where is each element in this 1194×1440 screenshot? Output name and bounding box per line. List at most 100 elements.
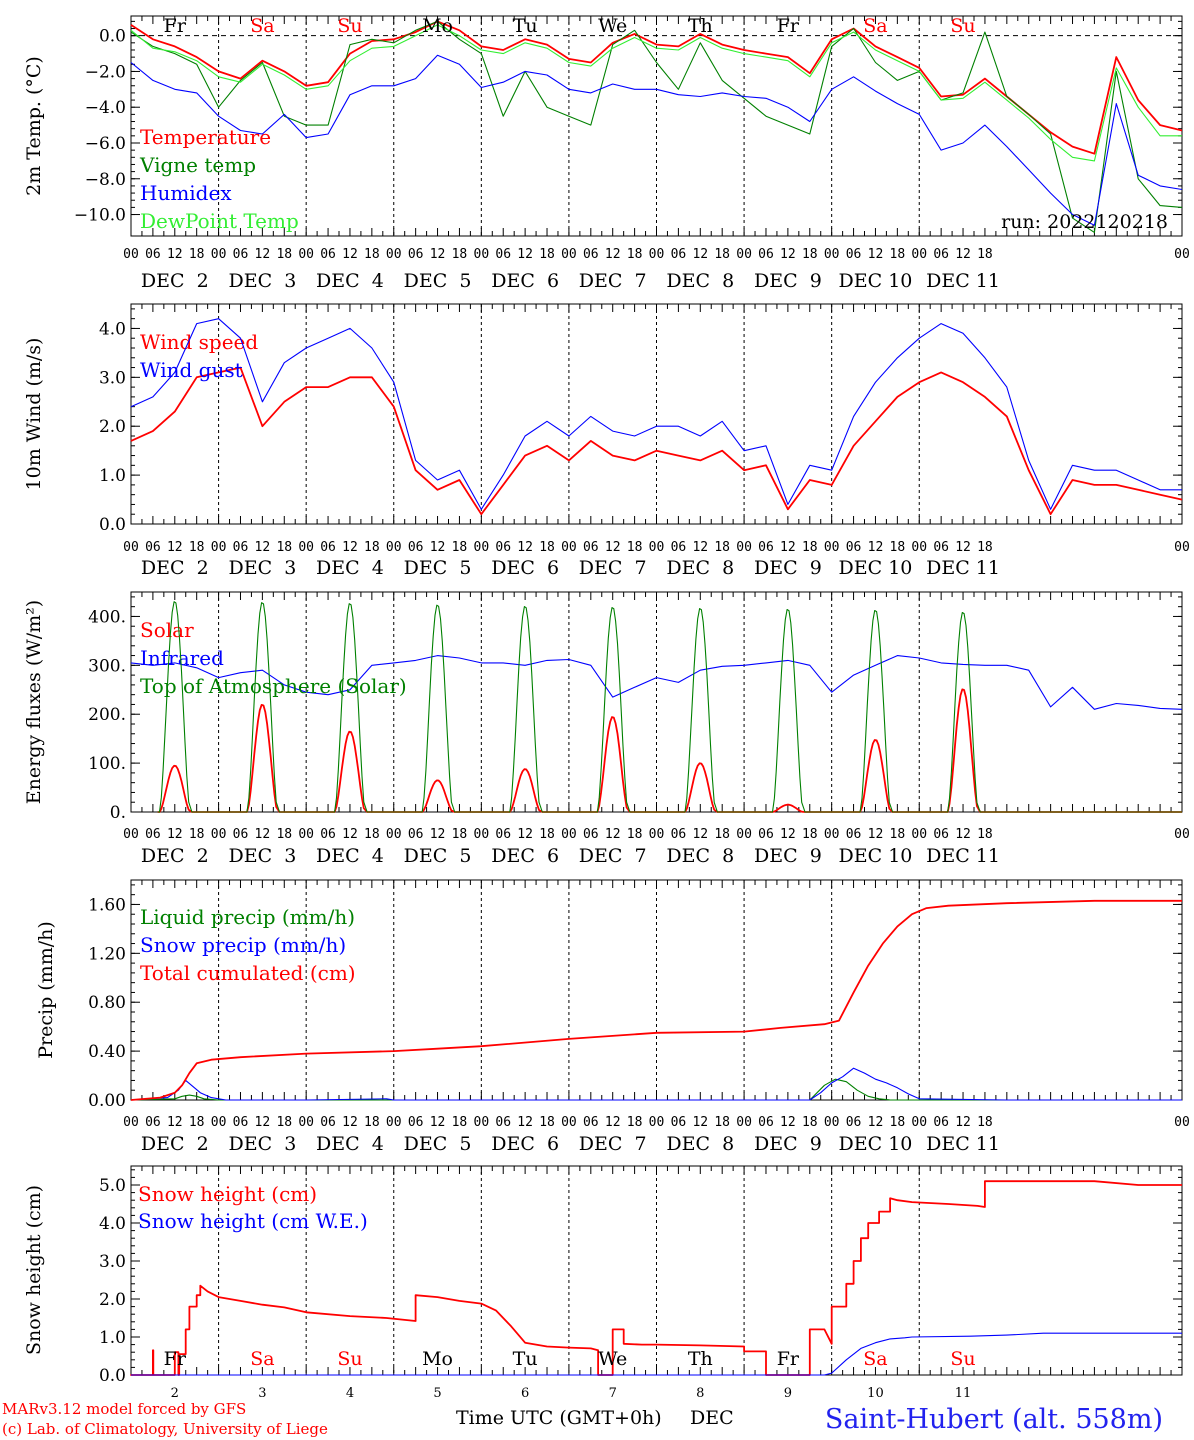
hour-tick-label: 06 [320, 540, 336, 555]
y-tick-label: 2.0 [99, 417, 126, 437]
hour-tick-label: 06 [846, 247, 862, 262]
legend-entry: Total cumulated (cm) [140, 961, 356, 985]
y-tick-label: −6.0 [85, 134, 126, 154]
y-tick-label: 0.80 [88, 993, 126, 1013]
hour-tick-label: 12 [955, 540, 971, 555]
hour-tick-label: 12 [517, 540, 533, 555]
legend-entry: Temperature [140, 125, 271, 149]
hour-tick-label: 00 [736, 827, 752, 842]
weekday-label: Th [688, 1348, 713, 1370]
panel-2: 0.0 1.0 2.0 3.0 4.0 10m Wind (m/s) 00 06 12 18 DEC… [23, 303, 1190, 579]
station-title: Saint-Hubert (alt. 558m) [825, 1404, 1163, 1435]
legend-entry: Wind speed [140, 330, 258, 354]
legend-entry: Vigne temp [139, 153, 256, 177]
hour-tick-label: 00 [649, 247, 665, 262]
hour-tick-label: 06 [495, 1115, 511, 1130]
hour-tick-label: 12 [430, 540, 446, 555]
day-label: DEC 4 [316, 270, 384, 292]
hour-tick-label: 12 [255, 827, 271, 842]
hour-tick-label: 12 [430, 247, 446, 262]
hour-tick-label: 12 [868, 540, 884, 555]
series-line-dewpoint-temp [130, 24, 1182, 162]
hour-tick-label: 18 [977, 1115, 993, 1130]
series-line-solar [157, 688, 1182, 813]
legend-entry: Wind gust [140, 358, 243, 382]
hour-tick-label: 06 [320, 827, 336, 842]
y-tick-label: 400. [88, 607, 126, 627]
hour-tick-label: 06 [495, 247, 511, 262]
hour-tick-label: 00 [474, 247, 490, 262]
hour-tick-label: 12 [955, 1115, 971, 1130]
hour-tick-label: 00 [298, 827, 314, 842]
day-number-label: 7 [609, 1386, 617, 1401]
hour-tick-label: 06 [233, 827, 249, 842]
weekday-label: Fr [777, 1348, 800, 1370]
series-line-snow-precip-mm-h- [130, 1067, 1182, 1101]
hour-tick-label: 06 [408, 1115, 424, 1130]
day-label: DEC 8 [666, 557, 734, 579]
hour-tick-label: 06 [233, 1115, 249, 1130]
credit-line-2: (c) Lab. of Climatology, University of L… [2, 1420, 328, 1438]
hour-tick-label: 00 [561, 1115, 577, 1130]
y-axis-label: Energy fluxes (W/m²) [23, 600, 45, 804]
hour-tick-label: 06 [933, 827, 949, 842]
hour-tick-label: 18 [276, 247, 292, 262]
hour-tick-label: 18 [452, 827, 468, 842]
y-tick-label: 4.0 [99, 319, 126, 339]
hour-tick-label: 06 [145, 247, 161, 262]
x-axis-month: DEC [690, 1407, 734, 1429]
hour-tick-label: 12 [430, 827, 446, 842]
y-axis-label: Snow height (cm) [23, 1185, 45, 1355]
day-label: DEC 5 [404, 845, 472, 867]
weekday-label: Sa [250, 1348, 274, 1370]
hour-tick-label: 06 [846, 1115, 862, 1130]
hour-tick-label: 18 [627, 1115, 643, 1130]
day-number-label: 2 [171, 1386, 179, 1401]
hour-tick-label: 18 [802, 1115, 818, 1130]
hour-tick-label: 18 [714, 540, 730, 555]
day-label: DEC 10 [839, 557, 913, 579]
day-number-label: 3 [258, 1386, 266, 1401]
hour-tick-label: 06 [495, 540, 511, 555]
hour-tick-label: 06 [758, 247, 774, 262]
hour-tick-label: 00 [386, 1115, 402, 1130]
hour-tick-label: 06 [671, 540, 687, 555]
hour-tick-label: 00 [298, 1115, 314, 1130]
hour-tick-label: 00 [1174, 247, 1190, 262]
weekday-label: Su [337, 15, 362, 37]
y-tick-label: 0. [110, 803, 126, 823]
day-label: DEC 7 [579, 845, 647, 867]
hour-tick-label: 00 [649, 827, 665, 842]
day-label: DEC 2 [141, 1133, 209, 1155]
day-label: DEC 3 [228, 270, 296, 292]
hour-tick-label: 00 [474, 540, 490, 555]
y-axis-label: 2m Temp. (°C) [23, 56, 45, 196]
hour-tick-label: 00 [211, 247, 227, 262]
day-label: DEC 9 [754, 270, 822, 292]
hour-tick-label: 06 [933, 247, 949, 262]
y-axis-label: 10m Wind (m/s) [23, 338, 45, 491]
hour-tick-label: 06 [408, 540, 424, 555]
credit-line-1: MARv3.12 model forced by GFS [2, 1400, 246, 1418]
hour-tick-label: 06 [671, 827, 687, 842]
hour-tick-label: 12 [692, 1115, 708, 1130]
weekday-label: Th [688, 15, 713, 37]
day-number-label: 9 [784, 1386, 792, 1401]
hour-tick-label: 00 [649, 1115, 665, 1130]
series-line-total-cumulated-cm- [130, 899, 1182, 1101]
day-number-label: 6 [521, 1386, 529, 1401]
hour-tick-label: 06 [145, 1115, 161, 1130]
weekday-label: We [598, 15, 627, 37]
hour-tick-label: 18 [276, 827, 292, 842]
hour-tick-label: 18 [890, 827, 906, 842]
series-line-humidex [130, 54, 1183, 226]
series-line-infrared [130, 655, 1183, 710]
hour-tick-label: 12 [780, 540, 796, 555]
day-label: DEC 7 [579, 270, 647, 292]
y-tick-label: −2.0 [85, 62, 126, 82]
hour-tick-label: 06 [933, 1115, 949, 1130]
hour-tick-label: 06 [758, 540, 774, 555]
hour-tick-label: 12 [342, 247, 358, 262]
hour-tick-label: 18 [452, 247, 468, 262]
day-label: DEC 7 [579, 1133, 647, 1155]
